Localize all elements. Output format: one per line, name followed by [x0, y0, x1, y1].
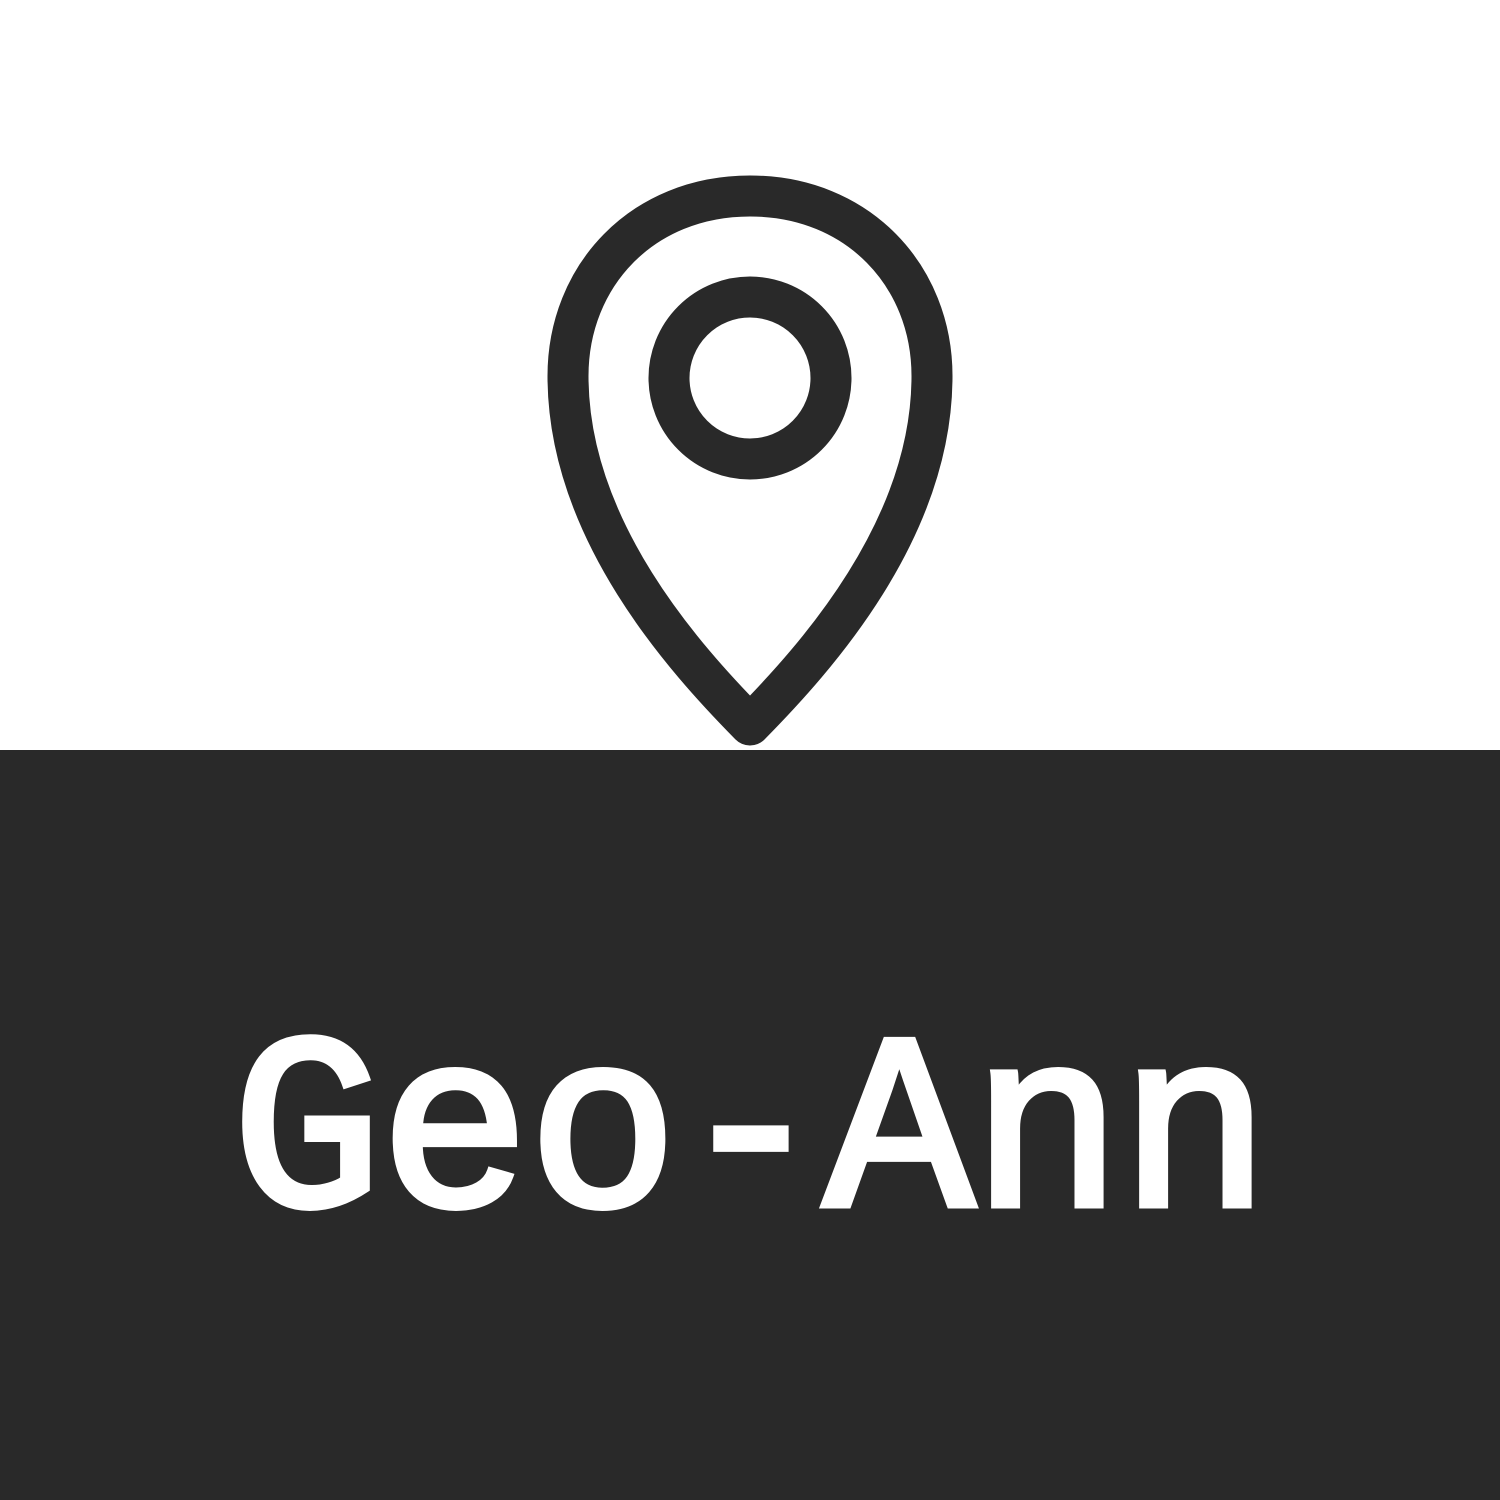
- map-pin-icon: [547, 175, 953, 746]
- top-panel: [547, 175, 953, 746]
- bottom-panel: [0, 750, 1500, 1500]
- brand-title: Geo-Ann: [228, 998, 1273, 1281]
